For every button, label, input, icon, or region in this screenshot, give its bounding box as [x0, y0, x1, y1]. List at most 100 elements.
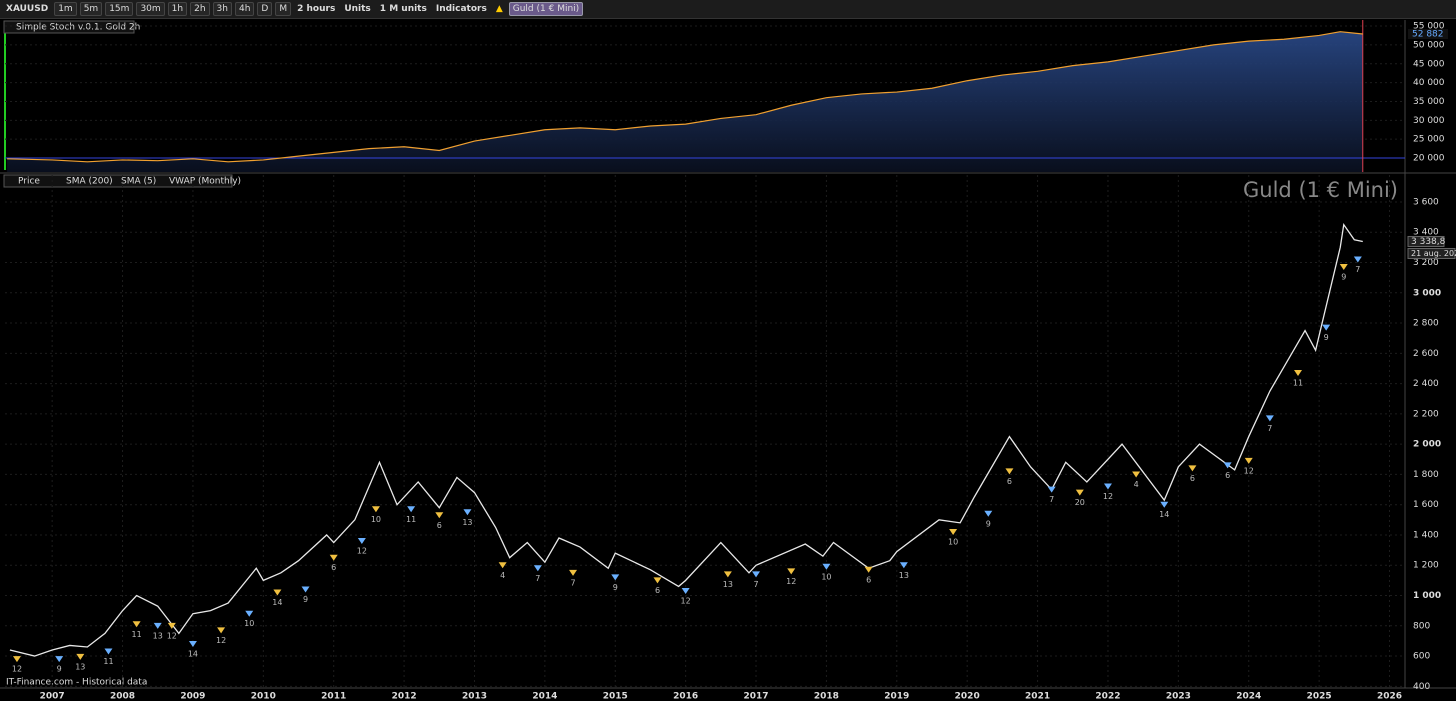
period[interactable]: 2 hours — [297, 4, 336, 14]
y-tick-label: 55 000 — [1413, 22, 1445, 32]
signal-label: 12 — [216, 636, 226, 645]
interval[interactable]: 4h — [234, 2, 255, 16]
signal-arrow — [611, 574, 620, 581]
x-tick-label: 2025 — [1307, 692, 1332, 701]
signal-arrow — [357, 538, 366, 545]
legend-item[interactable]: SMA (200) — [66, 177, 113, 187]
y-tick-label: 20 000 — [1413, 154, 1445, 164]
y-tick-label: 45 000 — [1413, 59, 1445, 69]
signal-label: 20 — [1075, 498, 1085, 507]
interval[interactable]: 1h — [167, 2, 188, 16]
x-tick-label: 2014 — [532, 692, 557, 701]
equity-line — [7, 31, 1363, 163]
signal-arrow — [1047, 486, 1056, 493]
price-line — [9, 222, 1363, 657]
interval[interactable]: 5m — [79, 2, 103, 16]
signal-arrow — [1188, 465, 1197, 472]
equity-area — [7, 31, 1363, 173]
legend-item[interactable]: Price — [18, 177, 40, 187]
signal-arrow — [407, 506, 416, 513]
indicator-title: Simple Stoch v.0.1. Gold 2h — [16, 23, 140, 33]
signal-arrow — [681, 587, 690, 594]
signal-label: 13 — [153, 631, 163, 640]
signal-arrow — [864, 566, 873, 573]
x-tick-label: 2009 — [180, 692, 205, 701]
y-tick-label: 40 000 — [1413, 78, 1445, 88]
signal-label: 9 — [303, 595, 308, 604]
signal-arrow — [752, 571, 761, 578]
signal-arrow — [217, 627, 226, 634]
instrument[interactable]: Guld (1 € Mini) — [508, 2, 584, 16]
interval[interactable]: 1m — [54, 2, 77, 16]
indicator-label-box — [3, 20, 135, 34]
y-tick-label: 50 000 — [1413, 40, 1445, 50]
y-tick-label: 2 000 — [1413, 440, 1441, 450]
signal-label: 6 — [655, 586, 660, 595]
signal-arrow — [787, 568, 796, 575]
legend-item[interactable]: SMA (5) — [121, 177, 156, 187]
signal-arrow — [55, 656, 64, 663]
interval[interactable]: 15m — [105, 2, 134, 16]
signal-label: 13 — [75, 662, 85, 671]
y-tick-label: 1 200 — [1413, 561, 1439, 571]
x-tick-label: 2018 — [814, 692, 839, 701]
signal-label: 6 — [1190, 474, 1195, 483]
interval[interactable]: 3h — [212, 2, 232, 16]
interval[interactable]: M — [275, 2, 292, 16]
y-tick-label: 400 — [1413, 682, 1430, 692]
signal-label: 9 — [613, 583, 618, 592]
signal-label: 14 — [188, 649, 198, 658]
signal-arrow — [371, 506, 380, 513]
x-tick-label: 2024 — [1236, 692, 1261, 701]
signal-label: 12 — [12, 665, 22, 674]
signal-label: 11 — [1293, 379, 1303, 388]
signal-arrow — [1265, 415, 1274, 422]
indicators[interactable]: Indicators — [435, 4, 487, 14]
signal-label: 7 — [1049, 495, 1054, 504]
interval[interactable]: D — [257, 2, 273, 16]
x-tick-label: 2021 — [1025, 692, 1050, 701]
x-tick-label: 2007 — [40, 692, 65, 701]
signal-label: 11 — [406, 515, 416, 524]
last-value-label: 52 882 — [1412, 30, 1444, 40]
signal-arrow — [153, 622, 162, 629]
signal-arrow — [132, 621, 141, 628]
last-value-box — [1408, 29, 1448, 40]
signal-label: 7 — [535, 574, 540, 583]
unit-size[interactable]: 1 M units — [379, 4, 427, 14]
symbol[interactable]: XAUUSD — [6, 4, 49, 14]
legend-item[interactable]: VWAP (Monthly) — [169, 177, 241, 187]
signal-label: 6 — [331, 563, 336, 572]
signal-arrow — [533, 565, 542, 572]
y-tick-label: 3 400 — [1413, 228, 1439, 238]
signal-arrow — [822, 563, 831, 570]
x-tick-label: 2012 — [392, 692, 417, 701]
signal-arrow — [899, 562, 908, 569]
signal-label: 6 — [1225, 471, 1230, 480]
x-tick-label: 2026 — [1377, 692, 1402, 701]
signal-label: 13 — [723, 580, 733, 589]
signal-label: 12 — [357, 547, 367, 556]
signal-arrow — [1322, 324, 1331, 331]
chart-title: Guld (1 € Mini) — [1243, 178, 1398, 202]
signal-arrow — [273, 589, 282, 596]
signal-arrow — [653, 577, 662, 584]
x-tick-label: 2022 — [1095, 692, 1120, 701]
interval[interactable]: 2h — [190, 2, 210, 16]
signal-label: 12 — [681, 596, 691, 605]
signal-arrow — [1103, 483, 1112, 490]
signal-arrow — [1223, 462, 1232, 469]
x-tick-label: 2013 — [462, 692, 487, 701]
warning-icon[interactable]: ▲ — [495, 4, 503, 14]
signal-label: 13 — [899, 571, 909, 580]
x-tick-label: 2020 — [955, 692, 980, 701]
signal-arrow — [1005, 468, 1014, 475]
signal-label: 7 — [753, 580, 758, 589]
signal-arrow — [949, 528, 958, 535]
signal-label: 9 — [1341, 273, 1346, 282]
interval[interactable]: 30m — [136, 2, 165, 16]
signal-label: 6 — [1007, 477, 1012, 486]
signal-arrow — [1353, 256, 1362, 263]
units[interactable]: Units — [344, 4, 371, 14]
